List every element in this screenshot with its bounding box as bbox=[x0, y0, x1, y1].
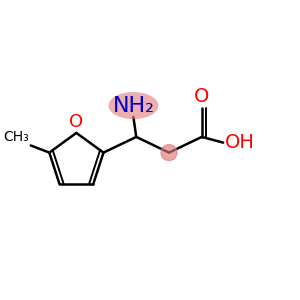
Text: NH₂: NH₂ bbox=[112, 96, 154, 116]
Text: CH₃: CH₃ bbox=[4, 130, 29, 144]
Text: OH: OH bbox=[225, 133, 254, 152]
Circle shape bbox=[161, 145, 177, 160]
Text: O: O bbox=[194, 87, 209, 106]
Text: O: O bbox=[69, 112, 83, 130]
Ellipse shape bbox=[109, 92, 158, 119]
